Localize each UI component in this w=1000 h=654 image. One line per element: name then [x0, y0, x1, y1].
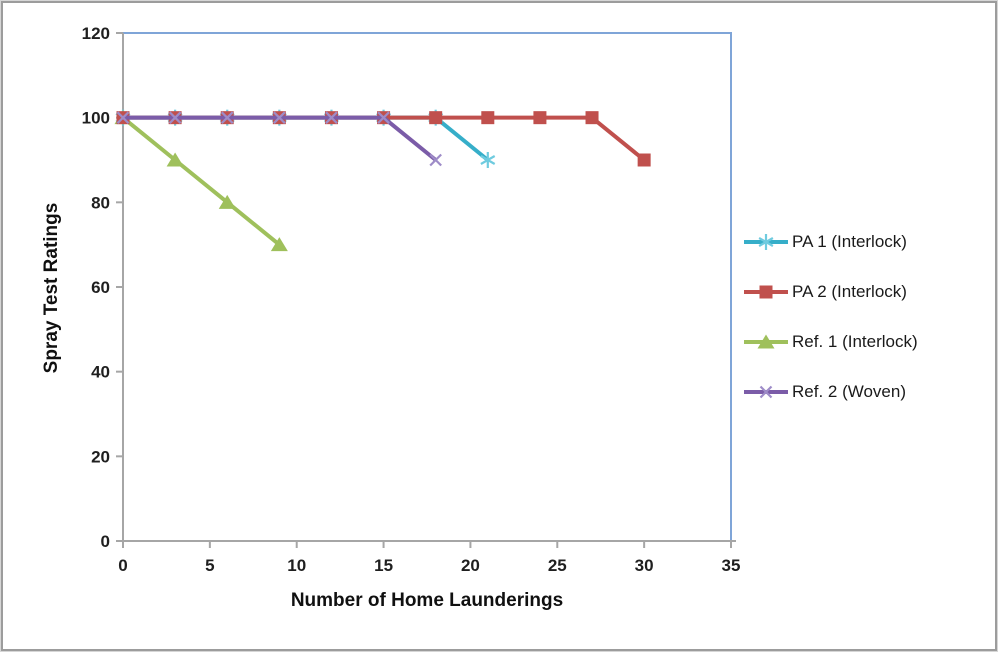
y-tick-label: 120 [82, 24, 110, 43]
legend-item-pa1: PA 1 (Interlock) [743, 217, 918, 267]
square-marker-icon [637, 153, 651, 167]
x-tick-label: 0 [118, 556, 127, 575]
triangle-marker-icon [270, 237, 288, 252]
series-ref-2-woven- [116, 111, 442, 167]
legend-label: PA 2 (Interlock) [792, 282, 907, 301]
x-tick-label: 30 [635, 556, 654, 575]
x-axis-title: Number of Home Launderings [290, 590, 564, 611]
x-marker-icon [429, 153, 442, 167]
series-ref-1-interlock- [114, 110, 288, 252]
legend-key [744, 385, 788, 399]
y-tick-label: 20 [91, 447, 110, 466]
triangle-marker-icon [218, 194, 236, 209]
x-axis: 0 5 10 15 20 25 30 35 [118, 541, 740, 575]
x-marker-icon [325, 111, 338, 124]
legend-label: Ref. 1 (Interlock) [792, 332, 918, 351]
y-tick-label: 40 [91, 363, 110, 382]
pa2-line-square-icon [744, 285, 788, 299]
y-tick-label: 0 [101, 532, 110, 551]
triangle-marker-icon [166, 152, 184, 167]
triangle-marker-icon [757, 334, 775, 349]
legend-key [744, 285, 788, 299]
x-marker-icon [168, 111, 182, 124]
legend-item-ref2: Ref. 2 (Woven) [743, 367, 918, 417]
x-tick-label: 35 [722, 556, 741, 575]
legend-key [744, 234, 788, 250]
legend-label: Ref. 2 (Woven) [792, 382, 907, 401]
y-axis: 0 20 40 60 80 100 120 [82, 24, 123, 551]
asterisk-marker-icon [758, 234, 774, 250]
asterisk-marker-icon [480, 152, 496, 168]
legend-key [744, 334, 788, 349]
x-tick-label: 15 [374, 556, 393, 575]
x-tick-label: 25 [548, 556, 567, 575]
x-tick-label: 5 [205, 556, 214, 575]
axis-lines [122, 33, 736, 542]
series-line [121, 116, 281, 247]
square-marker-icon [429, 111, 443, 125]
square-marker-icon [759, 285, 773, 299]
x-marker-icon [220, 111, 234, 124]
y-axis-title: Spray Test Ratings [41, 202, 62, 374]
x-marker-icon [116, 111, 130, 124]
x-tick-label: 10 [287, 556, 306, 575]
square-marker-icon [481, 111, 495, 125]
legend-item-ref1: Ref. 1 (Interlock) [743, 317, 918, 367]
legend-label: PA 1 (Interlock) [792, 232, 907, 251]
square-marker-icon [533, 111, 547, 125]
x-marker-icon [759, 385, 773, 399]
legend: PA 1 (Interlock) PA 2 (Interlock) Ref. 1… [743, 217, 918, 417]
x-marker-icon [377, 111, 390, 124]
y-tick-label: 60 [91, 278, 110, 297]
plot-border [123, 32, 732, 541]
square-marker-icon [585, 111, 599, 125]
pa1-line-asterisk-icon [744, 234, 788, 250]
x-tick-label: 20 [461, 556, 480, 575]
ref2-line-x-icon [744, 385, 788, 399]
y-tick-label: 100 [82, 109, 110, 128]
x-marker-icon [273, 111, 286, 124]
legend-item-pa2: PA 2 (Interlock) [743, 267, 918, 317]
y-tick-label: 80 [91, 193, 110, 212]
ref1-line-triangle-icon [744, 334, 788, 349]
